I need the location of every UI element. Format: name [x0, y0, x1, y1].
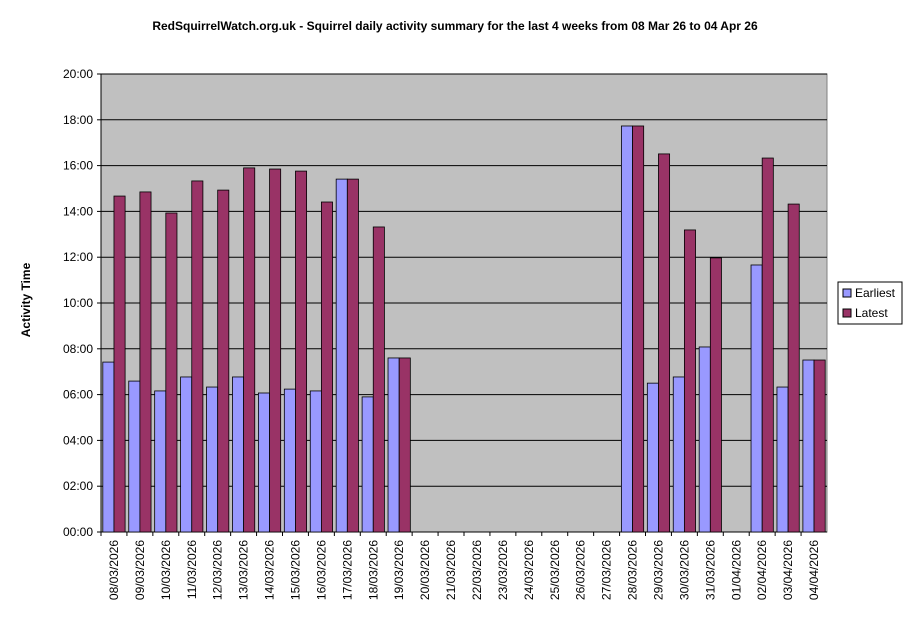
bar	[761, 157, 774, 533]
x-tick-label: 10/03/2026	[159, 540, 173, 600]
y-tick-label: 06:00	[63, 388, 93, 402]
x-tick-label: 04/04/2026	[807, 540, 821, 600]
x-tick-label: 26/03/2026	[574, 540, 588, 600]
y-tick-label: 00:00	[63, 525, 93, 539]
bar	[243, 167, 256, 533]
chart-title: RedSquirrelWatch.org.uk - Squirrel daily…	[152, 19, 758, 33]
bar	[787, 203, 800, 533]
x-tick-label: 19/03/2026	[392, 540, 406, 600]
bar	[346, 178, 359, 533]
bar	[776, 386, 789, 533]
bar	[632, 125, 645, 533]
y-tick-label: 18:00	[63, 113, 93, 127]
bar	[113, 195, 126, 533]
legend-label: Earliest	[855, 286, 896, 300]
y-tick-label: 16:00	[63, 159, 93, 173]
bar	[802, 359, 815, 533]
bar	[180, 376, 193, 533]
x-tick-label: 31/03/2026	[703, 540, 717, 600]
bar	[646, 382, 659, 533]
legend-swatch	[842, 288, 852, 298]
bar	[620, 125, 633, 533]
bar	[387, 357, 400, 533]
bar	[813, 359, 826, 533]
bar	[154, 390, 167, 533]
y-tick-label: 14:00	[63, 204, 93, 218]
bar	[698, 346, 711, 533]
x-tick-label: 17/03/2026	[340, 540, 354, 600]
legend-swatch	[842, 308, 852, 318]
x-tick-label: 25/03/2026	[548, 540, 562, 600]
bar	[658, 153, 671, 533]
bar	[361, 396, 374, 533]
bar	[217, 189, 230, 533]
bar	[283, 388, 296, 533]
x-tick-label: 18/03/2026	[366, 540, 380, 600]
bar	[320, 201, 333, 533]
bar	[257, 392, 270, 533]
bar	[102, 361, 115, 533]
x-tick-label: 22/03/2026	[470, 540, 484, 600]
y-tick-label: 10:00	[63, 296, 93, 310]
bar	[750, 264, 763, 533]
bar	[165, 212, 178, 533]
x-tick-label: 11/03/2026	[185, 540, 199, 599]
x-tick-label: 20/03/2026	[418, 540, 432, 600]
y-tick-label: 08:00	[63, 342, 93, 356]
bar	[335, 178, 348, 533]
x-tick-label: 15/03/2026	[288, 540, 302, 600]
bar	[128, 380, 141, 533]
x-tick-label: 09/03/2026	[133, 540, 147, 600]
bar	[269, 168, 282, 533]
x-tick-label: 27/03/2026	[600, 540, 614, 600]
bar	[683, 229, 696, 533]
bar	[372, 226, 385, 533]
bar	[206, 386, 219, 533]
bar	[139, 191, 152, 533]
x-tick-label: 03/04/2026	[781, 540, 795, 600]
bar	[709, 257, 722, 533]
x-tick-label: 12/03/2026	[211, 540, 225, 600]
y-tick-label: 02:00	[63, 479, 93, 493]
bar	[191, 180, 204, 533]
x-tick-label: 21/03/2026	[444, 540, 458, 600]
y-tick-label: 12:00	[63, 250, 93, 264]
bar	[398, 357, 411, 533]
x-tick-label: 24/03/2026	[522, 540, 536, 600]
bar	[309, 390, 322, 533]
x-tick-label: 30/03/2026	[677, 540, 691, 600]
x-tick-label: 02/04/2026	[755, 540, 769, 600]
x-tick-label: 28/03/2026	[626, 540, 640, 600]
legend-label: Latest	[855, 306, 888, 320]
x-tick-label: 01/04/2026	[729, 540, 743, 600]
x-tick-label: 08/03/2026	[107, 540, 121, 600]
y-axis-title: Activity Time	[19, 262, 33, 337]
bar	[295, 170, 308, 533]
bar	[232, 376, 245, 533]
y-tick-label: 20:00	[63, 67, 93, 81]
x-tick-label: 14/03/2026	[263, 540, 277, 600]
x-tick-label: 16/03/2026	[314, 540, 328, 600]
x-tick-label: 23/03/2026	[496, 540, 510, 600]
x-tick-label: 29/03/2026	[651, 540, 665, 600]
x-tick-label: 13/03/2026	[237, 540, 251, 600]
bar	[672, 376, 685, 533]
y-tick-label: 04:00	[63, 433, 93, 447]
